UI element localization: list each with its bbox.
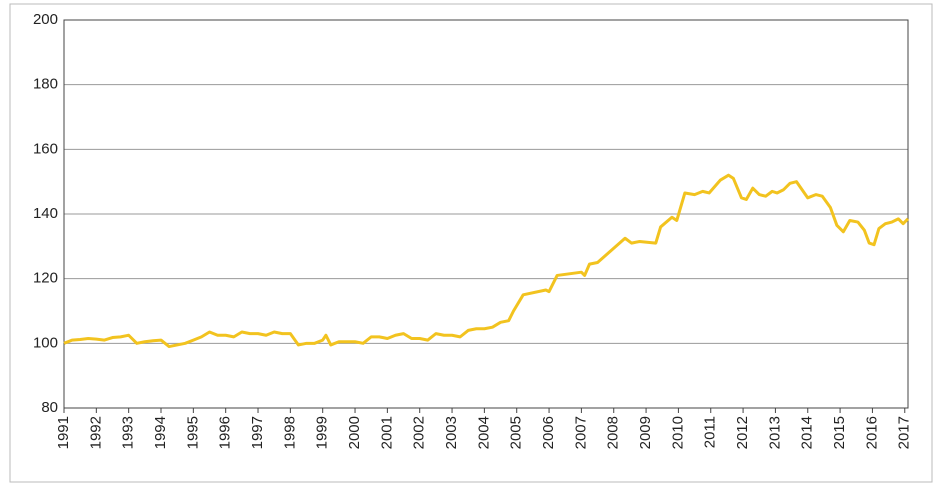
x-tick-label: 1995 [184, 416, 201, 449]
y-tick-label: 120 [33, 270, 58, 287]
y-tick-label: 200 [33, 11, 58, 28]
x-tick-label: 2017 [896, 416, 913, 449]
x-tick-label: 2004 [475, 416, 492, 449]
x-tick-label: 2005 [508, 416, 525, 449]
y-tick-label: 160 [33, 140, 58, 157]
x-tick-label: 2008 [605, 416, 622, 449]
y-tick-label: 100 [33, 334, 58, 351]
y-tick-label: 140 [33, 205, 58, 222]
x-tick-label: 1991 [55, 416, 72, 449]
x-tick-label: 2012 [734, 416, 751, 449]
x-tick-label: 1999 [314, 416, 331, 449]
x-tick-label: 2016 [863, 416, 880, 449]
x-tick-label: 2013 [766, 416, 783, 449]
y-tick-label: 180 [33, 76, 58, 93]
x-tick-label: 2006 [540, 416, 557, 449]
x-tick-label: 2001 [378, 416, 395, 449]
x-tick-label: 1993 [120, 416, 137, 449]
chart-frame [9, 3, 933, 483]
x-tick-label: 1992 [87, 416, 104, 449]
y-tick-label: 80 [41, 399, 58, 416]
x-tick-label: 2000 [346, 416, 363, 449]
x-tick-label: 1996 [217, 416, 234, 449]
x-tick-label: 2002 [411, 416, 428, 449]
x-tick-label: 2009 [637, 416, 654, 449]
x-tick-label: 2015 [831, 416, 848, 449]
x-tick-label: 2010 [669, 416, 686, 449]
x-tick-label: 2003 [443, 416, 460, 449]
x-tick-label: 2007 [572, 416, 589, 449]
x-tick-label: 1994 [152, 416, 169, 449]
x-tick-label: 1997 [249, 416, 266, 449]
plot-border [63, 19, 909, 409]
x-tick-label: 2014 [799, 416, 816, 449]
x-tick-label: 2011 [702, 416, 719, 448]
x-tick-label: 1998 [281, 416, 298, 449]
data-line [63, 173, 910, 349]
